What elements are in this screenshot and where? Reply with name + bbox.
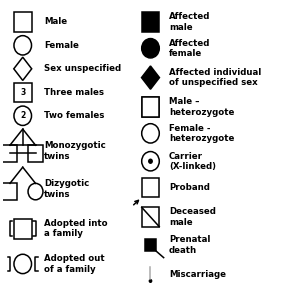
Circle shape	[142, 39, 159, 58]
Bar	[14, 12, 32, 31]
Bar	[145, 239, 156, 251]
Text: Prenatal
death: Prenatal death	[169, 235, 210, 254]
Circle shape	[148, 158, 153, 164]
Bar	[142, 178, 159, 197]
Polygon shape	[14, 57, 32, 80]
Bar	[28, 145, 43, 162]
Text: Male: Male	[44, 17, 67, 26]
Text: Female: Female	[44, 41, 79, 50]
Text: Proband: Proband	[169, 183, 210, 192]
Bar	[14, 219, 32, 239]
Bar	[142, 97, 159, 117]
Text: Monozygotic
twins: Monozygotic twins	[44, 141, 106, 161]
Text: Miscarriage: Miscarriage	[169, 270, 226, 279]
Circle shape	[28, 183, 43, 200]
Text: Dizygotic
twins: Dizygotic twins	[44, 179, 89, 199]
Bar	[14, 83, 32, 102]
Polygon shape	[142, 66, 159, 89]
Bar	[3, 145, 17, 162]
Text: Affected individual
of unspecified sex: Affected individual of unspecified sex	[169, 68, 261, 87]
Circle shape	[14, 106, 32, 126]
Bar	[142, 97, 159, 117]
Text: Male –
heterozygote: Male – heterozygote	[169, 97, 235, 117]
Text: Female -
heterozygote: Female - heterozygote	[169, 124, 235, 143]
Text: Affected
male: Affected male	[169, 12, 210, 32]
Text: Carrier
(X-linked): Carrier (X-linked)	[169, 152, 216, 171]
Text: 3: 3	[20, 88, 25, 97]
Text: Affected
female: Affected female	[169, 39, 210, 58]
Text: Three males: Three males	[44, 88, 104, 97]
Circle shape	[14, 254, 32, 274]
Text: 2: 2	[20, 111, 25, 120]
Circle shape	[142, 124, 159, 143]
Text: Two females: Two females	[44, 111, 104, 120]
Bar	[3, 183, 17, 200]
Bar	[142, 207, 159, 227]
Circle shape	[14, 36, 32, 55]
Text: Adopted into
a family: Adopted into a family	[44, 219, 108, 238]
Text: Sex unspecified: Sex unspecified	[44, 64, 121, 73]
Wedge shape	[142, 124, 151, 143]
Bar	[142, 97, 151, 117]
Circle shape	[142, 152, 159, 171]
Text: Deceased
male: Deceased male	[169, 207, 216, 227]
Text: Adopted out
of a family: Adopted out of a family	[44, 254, 105, 274]
Circle shape	[149, 279, 152, 283]
Bar	[142, 12, 159, 31]
